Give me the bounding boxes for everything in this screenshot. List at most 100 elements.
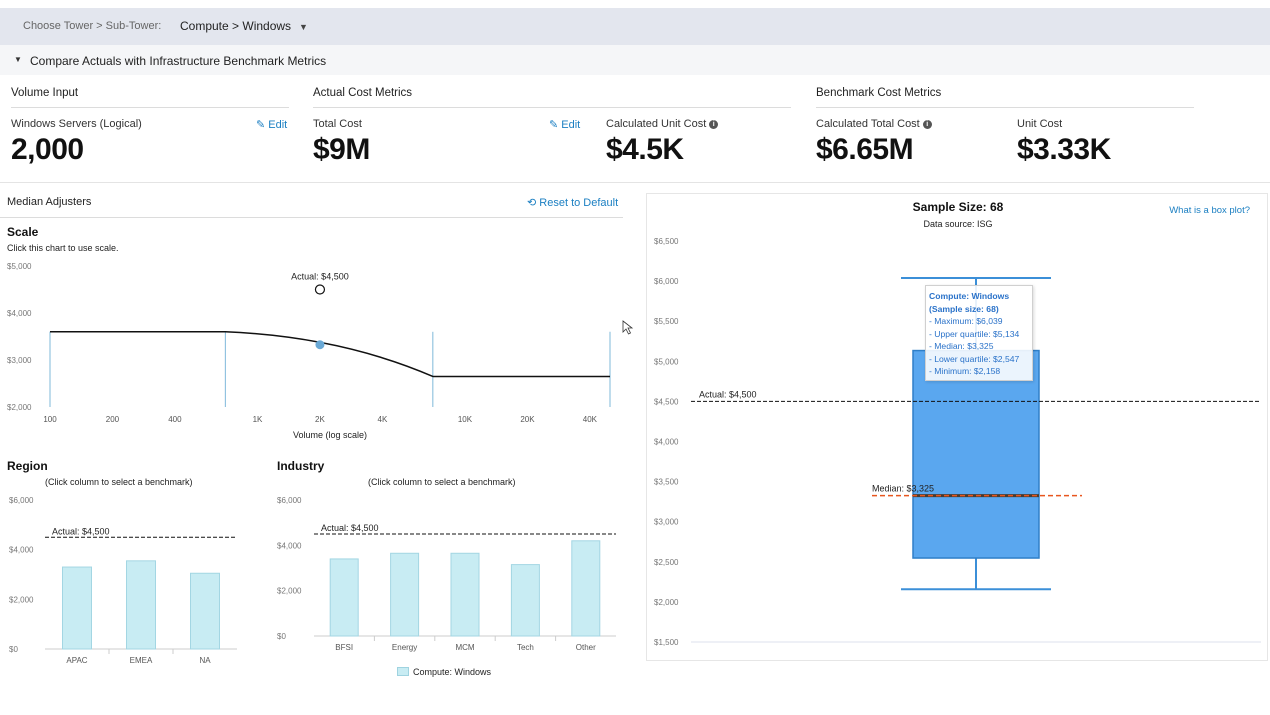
- tower-selector-dropdown[interactable]: Compute > Windows ▼: [180, 19, 308, 33]
- box-plot-title: Sample Size: 68: [913, 200, 1004, 214]
- bar-bfsi: [329, 558, 359, 637]
- total-cost-edit-label: Edit: [561, 119, 581, 131]
- x-tick-label: MCM: [455, 643, 474, 652]
- collapse-triangle-icon[interactable]: ▼: [14, 55, 22, 64]
- actual-reference-label: Actual: $4,500: [321, 523, 379, 533]
- tooltip-subtitle: (Sample size: 68): [929, 303, 999, 314]
- total-cost-edit-button[interactable]: ✎ Edit: [549, 118, 580, 131]
- x-tick-label: 100: [43, 415, 57, 424]
- reset-to-default-button[interactable]: ⟲ Reset to Default: [527, 196, 618, 209]
- actual-cost-heading: Actual Cost Metrics: [313, 87, 413, 99]
- box-plot-chart[interactable]: Sample Size: 68 Data source: ISG What is a…: [646, 193, 1268, 661]
- x-tick-label: Energy: [392, 643, 417, 652]
- volume-edit-label: Edit: [268, 119, 288, 131]
- industry-chart-title: Industry: [277, 459, 325, 473]
- mouse-cursor-icon: [622, 320, 634, 335]
- actual-cost-divider: [313, 107, 791, 108]
- total-cost-value: $9M: [313, 133, 370, 166]
- box-plot-tooltip: Compute: Windows (Sample size: 68) - Max…: [925, 285, 1033, 381]
- tooltip-title: Compute: Windows: [929, 291, 1010, 301]
- y-tick-label: $2,500: [654, 558, 679, 567]
- x-tick-label: 200: [106, 415, 120, 424]
- scale-chart[interactable]: $5,000 $4,000 $3,000 $2,000 100 200 400 1K 2K 4K 1…: [0, 258, 640, 448]
- x-tick-label: Other: [576, 643, 596, 652]
- info-icon[interactable]: i: [709, 120, 719, 129]
- median-adjusters-divider: [0, 217, 623, 218]
- x-tick-label: APAC: [66, 656, 87, 665]
- calculated-total-cost-value: $6.65M: [816, 133, 914, 166]
- x-tick-label: Tech: [517, 643, 534, 652]
- benchmark-unit-cost-value: $3.33K: [1017, 133, 1111, 166]
- volume-value: 2,000: [11, 133, 84, 166]
- y-tick-label: $0: [9, 645, 18, 654]
- y-tick-label: $2,000: [654, 598, 679, 607]
- y-tick-label: $4,000: [277, 541, 302, 550]
- volume-input-divider: [11, 107, 289, 108]
- reset-label: Reset to Default: [539, 197, 619, 209]
- bar-na: [190, 572, 220, 650]
- actual-reference-label: Actual: $4,500: [52, 526, 110, 536]
- x-tick-label: 4K: [378, 415, 388, 424]
- median-reference-label: Median: $3,325: [872, 484, 934, 494]
- what-is-box-plot-link[interactable]: What is a box plot?: [1169, 205, 1250, 216]
- bar-tech: [510, 564, 540, 637]
- y-tick-label: $4,000: [654, 438, 679, 447]
- volume-edit-button[interactable]: ✎ Edit: [256, 118, 287, 131]
- top-bar: Choose Tower > Sub-Tower: Compute > Wind…: [0, 8, 1270, 45]
- y-tick-label: $5,000: [654, 357, 679, 366]
- actual-point: [314, 284, 326, 295]
- scale-chart-subtitle: Click this chart to use scale.: [7, 243, 119, 253]
- y-tick-label: $4,000: [7, 309, 32, 318]
- pencil-icon: ✎: [549, 119, 559, 131]
- tooltip-lower-quartile: - Lower quartile: $2,547: [929, 353, 1020, 364]
- industry-legend[interactable]: Compute: Windows: [397, 667, 491, 677]
- tooltip-maximum: - Maximum: $6,039: [929, 316, 1003, 326]
- y-tick-label: $0: [277, 632, 286, 641]
- y-tick-label: $6,000: [9, 496, 34, 505]
- x-axis-label: Volume (log scale): [293, 430, 367, 440]
- industry-chart[interactable]: $6,000 $4,000 $2,000 $0 BFSI Energy MCM Tech Oth…: [270, 490, 630, 660]
- tower-selector-value: Compute > Windows: [180, 19, 292, 33]
- actual-reference-label: Actual: $4,500: [699, 389, 757, 399]
- y-tick-label: $6,000: [654, 277, 679, 286]
- section-title: Compare Actuals with Infrastructure Benc…: [30, 54, 327, 68]
- selected-point: [315, 340, 325, 350]
- calculated-unit-cost-label: Calculated Unit Cost i: [606, 118, 719, 130]
- benchmark-cost-divider: [816, 107, 1194, 108]
- section-divider: [0, 182, 1270, 183]
- calculated-total-cost-label: Calculated Total Cost i: [816, 118, 932, 130]
- windows-servers-label: Windows Servers (Logical): [11, 118, 142, 130]
- box-plot-subtitle: Data source: ISG: [923, 219, 992, 229]
- tooltip-minimum: - Minimum: $2,158: [929, 366, 1001, 376]
- x-tick-label: EMEA: [130, 656, 153, 665]
- total-cost-label: Total Cost: [313, 118, 362, 130]
- y-tick-label: $3,500: [654, 478, 679, 487]
- bar-apac: [62, 566, 92, 650]
- y-tick-label: $5,500: [654, 317, 679, 326]
- region-chart-subtitle: (Click column to select a benchmark): [45, 477, 193, 487]
- calculated-total-cost-text: Calculated Total Cost: [816, 118, 920, 130]
- y-tick-label: $3,000: [7, 356, 32, 365]
- y-tick-label: $5,000: [7, 262, 32, 271]
- info-icon[interactable]: i: [922, 120, 932, 129]
- y-tick-label: $3,000: [654, 518, 679, 527]
- benchmark-curve: [50, 331, 610, 378]
- interquartile-box: [912, 349, 1040, 559]
- bar-energy: [390, 552, 420, 637]
- y-tick-label: $4,000: [9, 546, 34, 555]
- y-tick-label: $6,500: [654, 237, 679, 246]
- tooltip-upper-quartile: - Upper quartile: $5,134: [929, 328, 1020, 339]
- caret-down-icon: ▼: [299, 22, 308, 32]
- x-tick-label: NA: [199, 656, 211, 665]
- y-tick-label: $6,000: [277, 496, 302, 505]
- calculated-unit-cost-text: Calculated Unit Cost: [606, 118, 707, 130]
- box-plot-panel: [646, 193, 1268, 661]
- x-tick-label: BFSI: [335, 643, 353, 652]
- x-tick-label: 400: [168, 415, 182, 424]
- benchmark-cost-heading: Benchmark Cost Metrics: [816, 87, 942, 99]
- bar-mcm: [450, 552, 480, 637]
- compare-section-header[interactable]: ▼ Compare Actuals with Infrastructure Be…: [0, 45, 1270, 75]
- legend-swatch: [397, 667, 409, 676]
- y-tick-label: $2,000: [277, 587, 302, 596]
- region-chart[interactable]: $6,000 $4,000 $2,000 $0 APAC EMEA NA Actual: $4…: [0, 490, 250, 670]
